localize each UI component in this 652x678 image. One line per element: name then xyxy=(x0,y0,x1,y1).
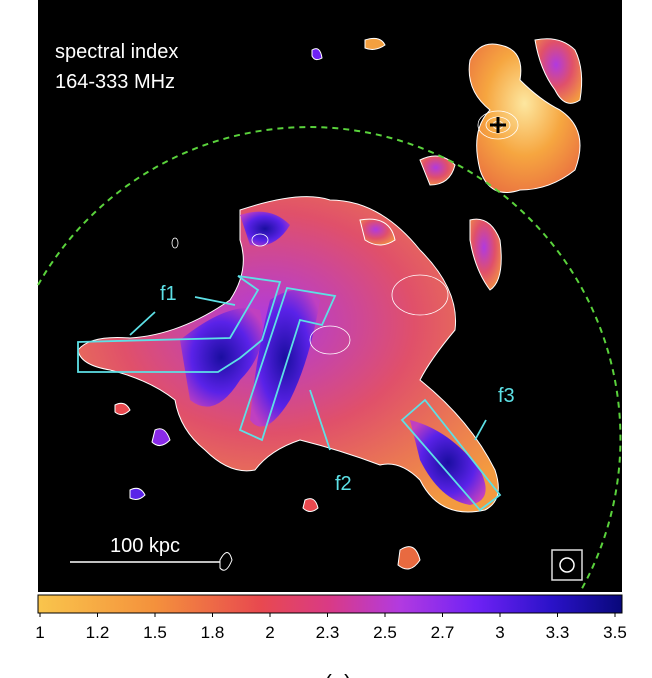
beam-box xyxy=(551,549,583,581)
colorbar-tick-label: 3.3 xyxy=(546,623,570,642)
cluster-center xyxy=(490,117,506,133)
title-line: spectral index xyxy=(55,41,178,63)
colorbar-tick-label: 1 xyxy=(35,623,44,642)
colorbar-tick-label: 2.7 xyxy=(431,623,455,642)
colorbar-tick-label: 3 xyxy=(495,623,504,642)
caption: (a) xyxy=(325,670,352,678)
filament-label: f2 xyxy=(335,473,352,495)
colorbar-tick-label: 2.3 xyxy=(316,623,340,642)
filament-regions xyxy=(77,275,502,512)
scale-bar-label: 100 kpc xyxy=(110,535,180,557)
colorbar xyxy=(37,594,623,614)
colorbar-tick-label: 2 xyxy=(265,623,274,642)
filament-label: f3 xyxy=(498,385,515,407)
colorbar-tick-label: 2.5 xyxy=(373,623,397,642)
colorbar-tick-label: 1.8 xyxy=(201,623,225,642)
title-line: 164-333 MHz xyxy=(55,71,175,93)
emission xyxy=(77,37,583,571)
virial-radius xyxy=(37,126,622,593)
colorbar-tick-label: 3.5 xyxy=(603,623,627,642)
colorbar-tick-label: 1.5 xyxy=(143,623,167,642)
colorbar-tick-label: 1.2 xyxy=(86,623,110,642)
colorbar-ticks: 1 1.2 1.5 1.8 2 2.3 2.5 2.7 3 3.3 3.5 xyxy=(35,613,627,642)
filament-label: f1 xyxy=(160,283,177,305)
beam xyxy=(559,557,575,573)
